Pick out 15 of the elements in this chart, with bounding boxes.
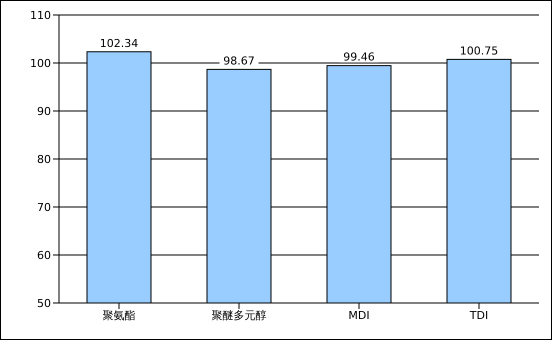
y-tick-label: 70 bbox=[37, 200, 51, 214]
y-tick-label: 80 bbox=[37, 152, 51, 166]
y-tick-label: 100 bbox=[30, 56, 51, 70]
data-label: 100.75 bbox=[460, 44, 498, 58]
data-label: 99.46 bbox=[343, 50, 375, 64]
y-tick-label: 110 bbox=[30, 8, 51, 22]
data-label: 98.67 bbox=[223, 54, 255, 68]
x-tick-label: MDI bbox=[348, 308, 370, 322]
y-tick-label: 50 bbox=[37, 296, 51, 310]
x-tick-label: TDI bbox=[468, 308, 488, 322]
x-tick-label: 聚醚多元醇 bbox=[212, 308, 266, 322]
y-tick-label: 60 bbox=[37, 248, 51, 262]
data-label: 102.34 bbox=[100, 36, 138, 50]
y-tick-label: 90 bbox=[37, 104, 51, 118]
x-tick-label: 聚氨酯 bbox=[102, 308, 136, 322]
